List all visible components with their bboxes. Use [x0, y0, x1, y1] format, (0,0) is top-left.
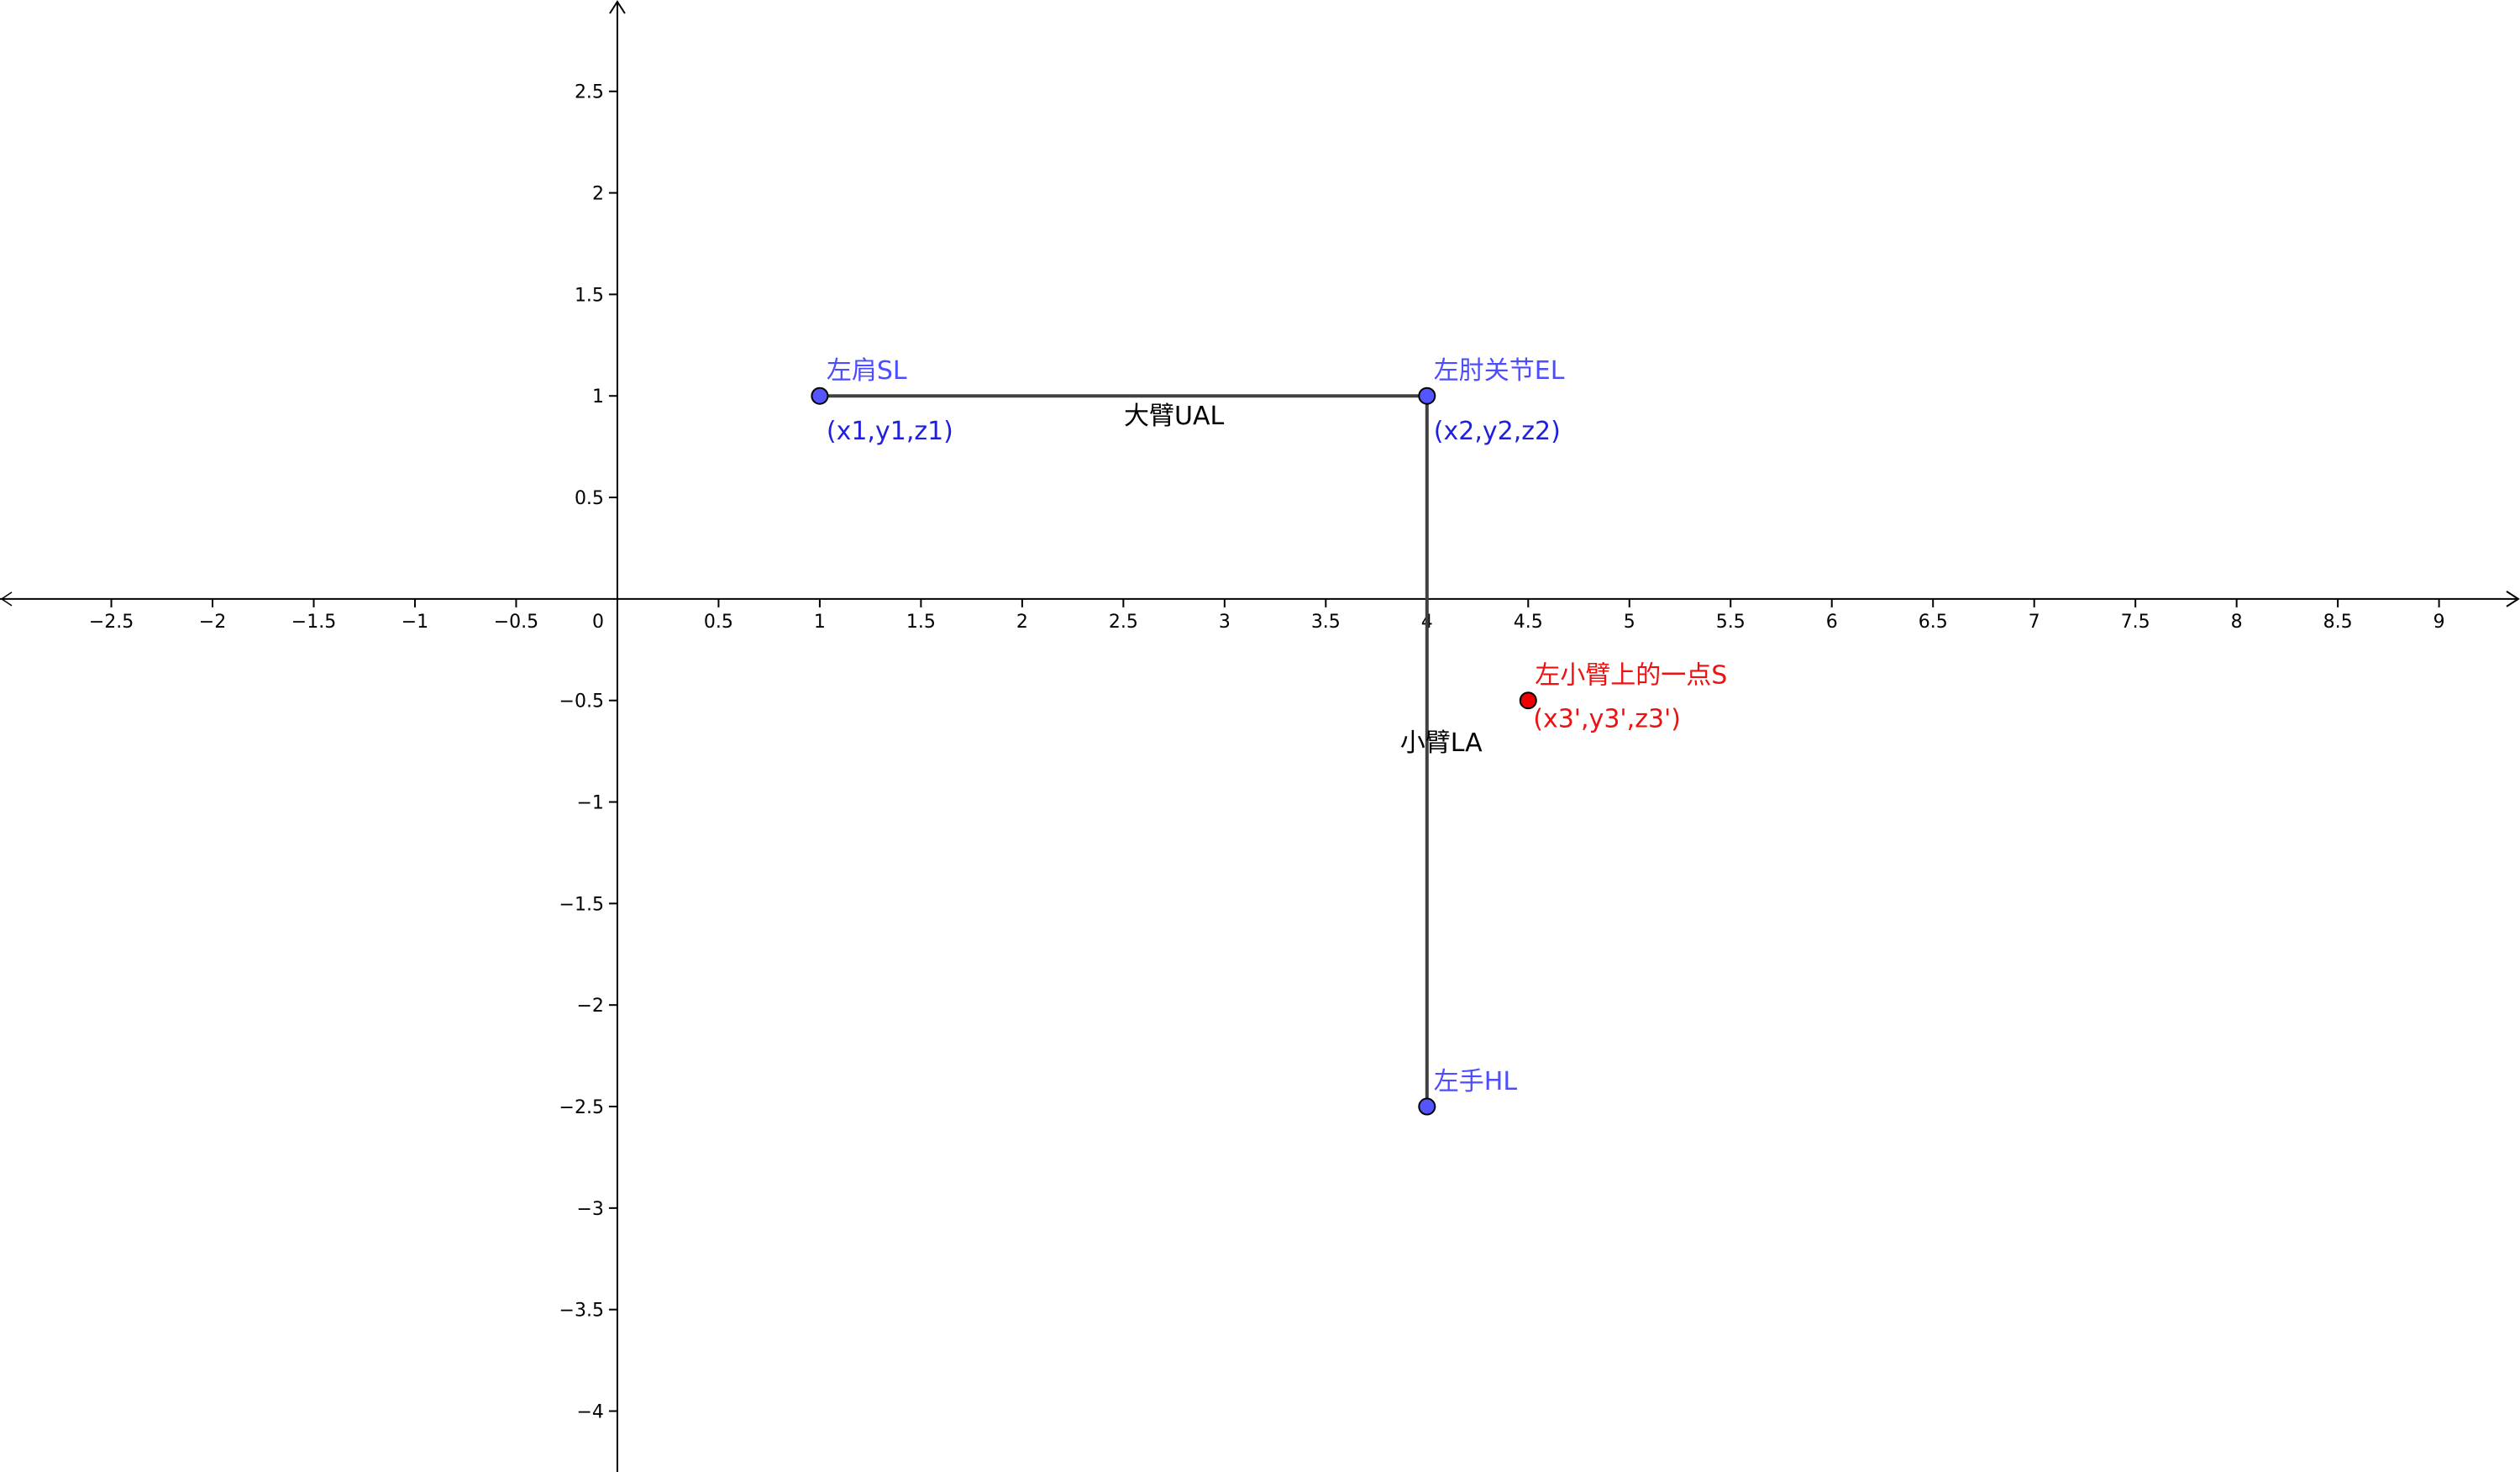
y-tick-label: 2 [592, 184, 604, 205]
x-tick-label: 6 [1826, 612, 1838, 633]
x-tick-label: 6.5 [1919, 612, 1948, 633]
point-EL[interactable] [1418, 386, 1436, 405]
x-tick-label: 7 [2029, 612, 2040, 633]
x-tick-label: −0.5 [494, 612, 538, 633]
point-coords-EL: (x2,y2,z2) [1434, 417, 1561, 446]
x-tick-label: 9 [2433, 612, 2445, 633]
x-tick-label: 5.5 [1716, 612, 1746, 633]
point-HL[interactable] [1418, 1097, 1436, 1116]
y-tick-label: −1 [577, 793, 604, 814]
x-tick-label: 8.5 [2323, 612, 2353, 633]
point-name-S: 左小臂上的一点S [1535, 661, 1727, 691]
y-tick-label: −0.5 [559, 691, 604, 712]
y-tick-label: −4 [577, 1402, 604, 1423]
point-coords-SL: (x1,y1,z1) [827, 417, 953, 446]
x-tick-label: −2 [199, 612, 226, 633]
y-tick-label: 2.5 [575, 82, 604, 103]
axis-ticks: −2.5−2−1.5−1−0.50.511.522.533.544.555.56… [89, 82, 2445, 1423]
origin-label: 0 [592, 612, 604, 633]
x-tick-label: 2.5 [1109, 612, 1138, 633]
x-tick-label: 1.5 [906, 612, 936, 633]
point-name-SL: 左肩SL [827, 356, 907, 386]
y-tick-label: −1.5 [559, 894, 604, 915]
x-tick-label: 3 [1219, 612, 1231, 633]
point-name-EL: 左肘关节EL [1434, 356, 1565, 386]
segment-label-EL-HL: 小臂LA [1400, 728, 1483, 758]
point-S[interactable] [1519, 691, 1537, 710]
x-axis-left-arrow [0, 591, 13, 607]
x-tick-label: −2.5 [89, 612, 134, 633]
arm-points [811, 386, 1537, 1116]
arm-segments [819, 394, 1429, 1107]
point-SL[interactable] [811, 386, 829, 405]
x-tick-label: 3.5 [1311, 612, 1341, 633]
x-tick-label: 1 [814, 612, 826, 633]
y-tick-label: −3.5 [559, 1301, 604, 1322]
annotation-labels: 大臂UAL 小臂LA 左肩SL (x1,y1,z1) 左肘关节EL (x2,y2,z2) 左… [827, 356, 1727, 1096]
point-name-HL: 左手HL [1434, 1067, 1518, 1096]
y-tick-label: 0.5 [575, 488, 604, 509]
y-tick-label: −3 [577, 1199, 604, 1220]
x-tick-label: 0.5 [704, 612, 733, 633]
x-axis-arrow [2506, 591, 2520, 607]
segment-label-SL-EL: 大臂UAL [1124, 402, 1224, 431]
y-tick-label: 1.5 [575, 285, 604, 306]
point-coords-S: (x3',y3',z3') [1533, 705, 1681, 734]
x-tick-label: 7.5 [2121, 612, 2150, 633]
x-tick-label: −1.5 [291, 612, 336, 633]
y-tick-label: 1 [592, 386, 604, 407]
y-tick-label: −2.5 [559, 1097, 604, 1118]
x-tick-label: 8 [2231, 612, 2243, 633]
y-axis-arrow [609, 0, 626, 14]
x-tick-label: 4.5 [1514, 612, 1543, 633]
x-tick-label: −1 [402, 612, 428, 633]
x-tick-label: 5 [1624, 612, 1635, 633]
y-tick-label: −2 [577, 996, 604, 1017]
x-tick-label: 2 [1016, 612, 1028, 633]
